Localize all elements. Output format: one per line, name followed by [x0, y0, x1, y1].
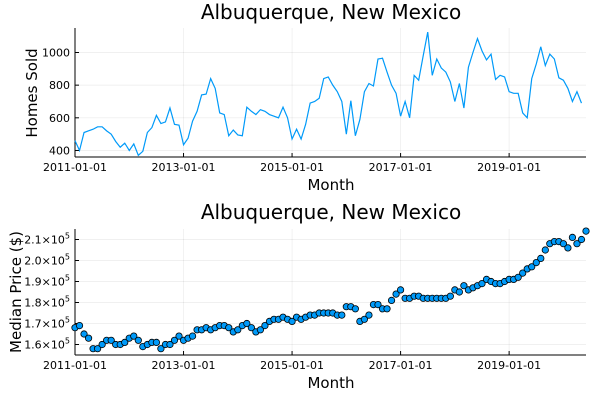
- x-axis-ticks: 2011-01-01 2013-01-01 2015-01-01 2017-01-01…: [43, 153, 541, 174]
- data-point: [130, 332, 138, 340]
- y-tick-label: 400: [49, 144, 70, 157]
- data-point: [338, 311, 346, 319]
- chart-title: Albuquerque, New Mexico: [201, 0, 461, 24]
- data-point: [107, 336, 115, 344]
- y-tick-label: 1.7×105: [24, 316, 70, 331]
- data-point: [75, 321, 84, 330]
- data-point: [383, 305, 391, 313]
- data-point: [478, 279, 486, 288]
- grid: [74, 229, 586, 355]
- data-point: [256, 326, 265, 334]
- data-point: [360, 315, 369, 323]
- data-point: [573, 240, 581, 248]
- x-axis-ticks: 2011-01-01 2013-01-01 2015-01-01 2017-01-01…: [43, 351, 541, 372]
- x-axis-label: Month: [307, 176, 354, 194]
- y-axis-label: Median Price ($): [7, 231, 25, 353]
- x-tick-label: 2019-01-01: [477, 161, 541, 174]
- data-point: [387, 296, 396, 304]
- data-point: [243, 319, 251, 328]
- data-point: [351, 305, 359, 313]
- y-tick-label: 1000: [42, 46, 70, 59]
- data-point: [157, 345, 165, 353]
- data-point: [532, 258, 540, 267]
- chart-title: Albuquerque, New Mexico: [201, 200, 461, 224]
- y-axis-label: Homes Sold: [23, 48, 41, 137]
- data-point: [559, 240, 567, 248]
- data-point: [152, 338, 160, 346]
- y-tick-label: 1.6×105: [24, 337, 70, 352]
- x-tick-label: 2015-01-01: [260, 359, 324, 372]
- y-tick-label: 2.1×105: [24, 232, 70, 247]
- data-point: [247, 324, 255, 332]
- data-point: [374, 300, 382, 309]
- data-point: [94, 345, 102, 353]
- data-point: [577, 235, 586, 244]
- y-axis-ticks: 1.6×105 1.7×105 1.8×105 1.9×105 2.0×105 2.1×1…: [24, 232, 79, 352]
- data-point: [166, 340, 174, 349]
- x-tick-label: 2015-01-01: [260, 161, 324, 174]
- data-point: [188, 332, 197, 340]
- y-tick-label: 1.8×105: [24, 295, 70, 310]
- data-point: [528, 263, 536, 271]
- data-point: [446, 292, 454, 300]
- data-point: [121, 338, 129, 346]
- data-point: [541, 246, 549, 254]
- data-point: [261, 321, 269, 330]
- data-point: [537, 254, 545, 262]
- x-tick-label: 2013-01-01: [152, 359, 216, 372]
- data-point: [519, 269, 527, 277]
- median-price-chart: Albuquerque, New Mexico 2011-01-01 2013-0…: [7, 200, 590, 392]
- grid: [74, 28, 586, 157]
- data-point: [460, 282, 468, 290]
- data-point: [84, 334, 93, 342]
- data-point: [234, 326, 242, 334]
- data-point: [98, 340, 106, 349]
- data-point: [80, 330, 88, 338]
- x-axis-label: Month: [307, 374, 354, 392]
- y-tick-label: 800: [49, 79, 70, 92]
- data-point: [568, 233, 577, 241]
- data-point: [564, 244, 572, 252]
- x-tick-label: 2017-01-01: [369, 359, 433, 372]
- data-point: [396, 286, 405, 294]
- data-point: [134, 336, 142, 344]
- y-tick-label: 600: [49, 112, 70, 125]
- homes-sold-series-line: [74, 31, 583, 157]
- data-point: [514, 273, 522, 281]
- median-price-points: [71, 227, 590, 353]
- x-tick-label: 2011-01-01: [43, 359, 107, 372]
- data-point: [170, 336, 179, 344]
- data-point: [365, 311, 373, 319]
- x-tick-label: 2019-01-01: [477, 359, 541, 372]
- y-tick-label: 2.0×105: [24, 253, 70, 268]
- y-axis-ticks: 400 600 800 1000: [42, 46, 79, 157]
- data-point: [175, 332, 183, 340]
- data-point: [455, 288, 463, 296]
- data-point: [392, 290, 400, 298]
- data-point: [582, 227, 590, 235]
- x-tick-label: 2011-01-01: [43, 161, 107, 174]
- data-point: [225, 324, 233, 332]
- x-tick-label: 2017-01-01: [369, 161, 433, 174]
- y-tick-label: 1.9×105: [24, 274, 70, 289]
- data-point: [288, 317, 296, 325]
- homes-sold-chart: Albuquerque, New Mexico 2011-01-01 2013-0…: [23, 0, 586, 194]
- x-tick-label: 2013-01-01: [152, 161, 216, 174]
